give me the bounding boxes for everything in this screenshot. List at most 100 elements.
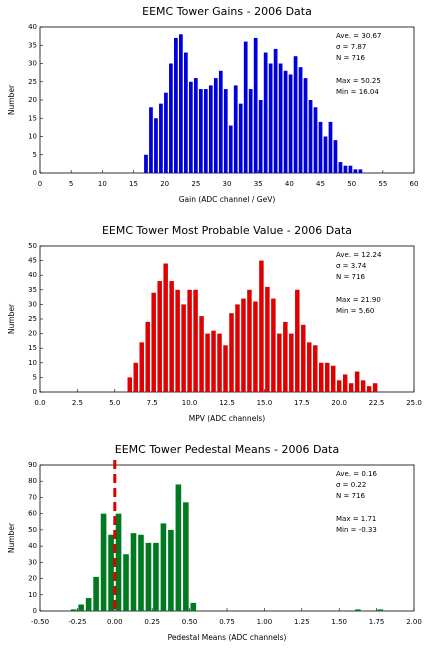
y-tick-label: 0 — [33, 169, 37, 177]
stat-label: σ = 0.22 — [336, 481, 366, 489]
bar — [169, 63, 173, 173]
bar — [153, 542, 159, 611]
stat-label: Min = -0.33 — [336, 526, 377, 534]
bar — [175, 484, 182, 611]
bar — [238, 103, 243, 173]
bar — [253, 37, 258, 174]
bar — [243, 41, 248, 173]
stat-label: σ = 3.74 — [336, 262, 367, 270]
x-tick-label: 20.0 — [331, 399, 347, 407]
y-tick-label: 50 — [28, 526, 37, 534]
bar — [100, 513, 107, 611]
bar — [223, 345, 228, 392]
y-tick-label: 80 — [28, 477, 37, 485]
bar — [183, 502, 189, 611]
stat-label: Ave. = 0.16 — [336, 470, 378, 478]
bar — [198, 89, 203, 173]
bar — [273, 48, 278, 173]
bar — [144, 154, 148, 173]
x-tick-label: 12.5 — [219, 399, 235, 407]
bar — [319, 362, 324, 392]
bar — [93, 576, 99, 611]
y-tick-label: 20 — [28, 96, 37, 104]
bar — [313, 107, 318, 173]
y-tick-label: 5 — [33, 373, 37, 381]
x-tick-label: 50 — [347, 180, 356, 188]
bar — [288, 74, 293, 173]
bar — [241, 298, 246, 392]
stat-label: Ave. = 30.67 — [336, 32, 381, 40]
bar — [164, 92, 168, 173]
bar — [133, 362, 138, 392]
y-tick-label: 25 — [28, 315, 37, 323]
stat-label: Max = 50.25 — [336, 77, 381, 85]
y-tick-label: 70 — [28, 493, 37, 501]
stat-label: Min = 16.04 — [336, 88, 379, 96]
y-tick-label: 15 — [28, 114, 37, 122]
y-tick-label: 60 — [28, 510, 37, 518]
bar — [353, 169, 358, 173]
bar — [358, 169, 363, 173]
x-tick-label: 2.5 — [72, 399, 83, 407]
bar — [235, 304, 240, 392]
bar — [265, 286, 270, 392]
bar — [175, 289, 180, 392]
bar — [203, 89, 208, 173]
stat-label: σ = 7.87 — [336, 43, 366, 51]
bar — [259, 260, 264, 392]
y-tick-label: 30 — [28, 300, 37, 308]
y-tick-label: 30 — [28, 558, 37, 566]
bar — [343, 165, 348, 173]
x-tick-label: -0.25 — [68, 618, 86, 626]
y-tick-label: 35 — [28, 41, 37, 49]
bar — [108, 534, 114, 611]
bar — [163, 263, 168, 392]
stat-label: Max = 21.90 — [336, 296, 381, 304]
bar — [298, 67, 303, 173]
bar — [78, 604, 84, 611]
y-tick-label: 45 — [28, 257, 37, 265]
y-tick-label: 15 — [28, 344, 37, 352]
x-tick-label: 0.0 — [34, 399, 45, 407]
bar — [85, 598, 92, 611]
x-tick-label: 45 — [316, 180, 325, 188]
x-tick-label: 5 — [69, 180, 73, 188]
x-tick-label: 30 — [223, 180, 232, 188]
bar — [70, 609, 77, 611]
bar — [277, 333, 282, 392]
y-tick-label: 0 — [33, 388, 37, 396]
y-tick-label: 50 — [28, 242, 37, 250]
bar — [366, 386, 372, 392]
bar — [127, 377, 133, 392]
x-tick-label: 0.00 — [107, 618, 123, 626]
bar — [208, 85, 213, 173]
y-tick-label: 5 — [33, 151, 37, 159]
y-tick-label: 30 — [28, 60, 37, 68]
bar — [283, 321, 288, 392]
bar — [289, 333, 294, 392]
y-axis-title: Number — [7, 522, 16, 553]
bar — [115, 513, 122, 611]
bar — [154, 118, 158, 173]
x-tick-label: 2.00 — [406, 618, 422, 626]
bar — [188, 81, 193, 173]
bar — [193, 289, 198, 392]
x-axis-title: Gain (ADC channel / GeV) — [179, 195, 276, 204]
bar — [303, 78, 308, 173]
y-axis-title: Number — [7, 303, 16, 334]
chart-title: EEMC Tower Pedestal Means - 2006 Data — [115, 443, 339, 456]
bar — [160, 523, 167, 611]
bar — [145, 321, 150, 392]
bar — [168, 529, 174, 611]
bar — [247, 289, 252, 392]
x-tick-label: 20 — [160, 180, 169, 188]
x-tick-label: 0.50 — [182, 618, 198, 626]
bar — [123, 554, 129, 611]
x-tick-label: 1.25 — [294, 618, 310, 626]
bar — [271, 298, 276, 392]
bar — [223, 89, 228, 173]
bar — [213, 78, 218, 173]
stat-label: N = 716 — [336, 273, 365, 281]
x-tick-label: 15 — [129, 180, 138, 188]
